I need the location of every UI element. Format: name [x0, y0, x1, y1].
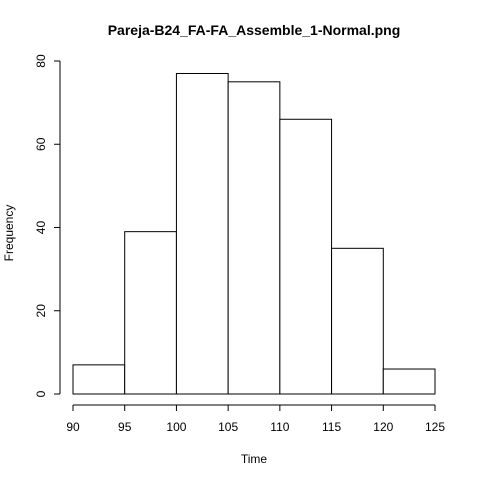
- histogram-bar: [175, 72, 229, 395]
- histogram-bar: [331, 247, 384, 395]
- x-tick-label: 90: [66, 420, 80, 434]
- y-tick-label: 20: [34, 304, 48, 318]
- histogram-bar: [124, 231, 177, 395]
- histogram-bar: [72, 364, 126, 395]
- x-tick-label: 95: [118, 420, 132, 434]
- y-tick-label: 60: [34, 137, 48, 151]
- x-tick-label: 115: [322, 420, 341, 434]
- x-tick-label: 100: [166, 420, 186, 434]
- y-tick-label: 0: [34, 390, 48, 397]
- x-tick-label: 125: [425, 420, 445, 434]
- x-tick-label: 105: [218, 420, 238, 434]
- histogram-bar: [279, 118, 333, 395]
- x-axis-label: Time: [241, 452, 268, 466]
- x-tick-label: 110: [270, 420, 289, 434]
- y-tick-label: 80: [34, 54, 48, 68]
- chart-title: Pareja-B24_FA-FA_Assemble_1-Normal.png: [108, 22, 401, 38]
- x-tick-label: 120: [373, 420, 393, 434]
- histogram-bar: [227, 81, 281, 395]
- bars-group: [72, 72, 436, 395]
- y-axis: 0 20 40 60 80: [34, 54, 61, 397]
- y-tick-label: 40: [34, 221, 48, 235]
- y-axis-label: Frequency: [2, 205, 16, 262]
- histogram-bar: [382, 368, 436, 395]
- x-axis: 90 95 100 105 110 115 120 125: [66, 404, 445, 434]
